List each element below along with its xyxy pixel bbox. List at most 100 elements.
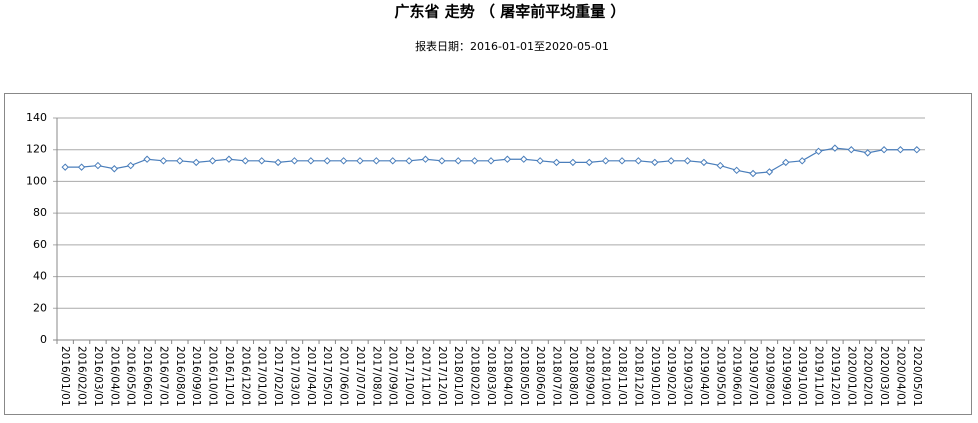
x-tick-label: 2017/02/01 (272, 346, 284, 407)
x-tick-label: 2018/04/01 (501, 346, 513, 407)
data-point (520, 155, 528, 163)
data-point (372, 157, 381, 165)
x-tick-label: 2018/08/01 (567, 346, 579, 407)
data-point (634, 157, 643, 165)
x-tick-label: 2016/09/01 (190, 346, 202, 407)
data-point (618, 157, 626, 165)
data-point (503, 155, 512, 163)
data-point (258, 157, 266, 165)
data-point (700, 158, 708, 167)
data-point (782, 158, 790, 167)
x-tick-label: 2019/10/01 (796, 346, 808, 407)
x-tick-label: 2016/10/01 (207, 346, 219, 407)
x-tick-label: 2019/04/01 (698, 346, 710, 407)
data-point (94, 161, 102, 170)
y-tick-label: 140 (26, 111, 47, 124)
data-point (61, 163, 69, 171)
data-point (552, 158, 561, 167)
x-tick-label: 2018/09/01 (583, 346, 595, 407)
x-tick-label: 2020/05/01 (911, 346, 923, 407)
x-tick-label: 2019/03/01 (682, 346, 694, 407)
data-point (438, 157, 446, 165)
data-point (339, 157, 348, 165)
data-point (683, 157, 692, 165)
data-point (749, 169, 757, 178)
data-point (77, 163, 86, 171)
data-point (307, 157, 315, 165)
x-tick-label: 2019/05/01 (714, 346, 726, 407)
x-tick-label: 2017/09/01 (387, 346, 399, 407)
data-point (798, 157, 806, 165)
data-point (208, 157, 217, 165)
data-point (880, 146, 888, 154)
chart-frame (4, 93, 972, 415)
x-tick-label: 2019/02/01 (665, 346, 677, 407)
y-tick-label: 0 (40, 333, 47, 346)
data-point (765, 168, 774, 176)
data-point (863, 149, 872, 157)
x-tick-label: 2017/11/01 (419, 346, 431, 407)
y-tick-label: 100 (26, 174, 47, 187)
data-point (585, 158, 593, 167)
x-tick-label: 2019/01/01 (649, 346, 661, 407)
data-point (454, 157, 462, 165)
data-point (651, 158, 659, 167)
y-tick-label: 80 (33, 206, 47, 219)
chart-subtitle: 报表日期：2016-01-01至2020-05-01 (415, 39, 609, 53)
data-point (569, 158, 577, 167)
x-tick-label: 2016/12/01 (239, 346, 251, 407)
data-point (536, 157, 544, 165)
x-tick-label: 2016/03/01 (92, 346, 104, 407)
x-tick-label: 2018/07/01 (551, 346, 563, 407)
x-tick-label: 2018/05/01 (518, 346, 530, 407)
y-tick-label: 120 (26, 143, 47, 156)
data-point (241, 157, 250, 165)
x-tick-label: 2016/06/01 (141, 346, 153, 407)
x-tick-label: 2020/03/01 (878, 346, 890, 407)
data-point (896, 146, 905, 154)
x-tick-label: 2016/08/01 (174, 346, 186, 407)
x-tick-label: 2018/12/01 (632, 346, 644, 407)
x-tick-label: 2017/07/01 (354, 346, 366, 407)
y-tick-label: 60 (33, 238, 47, 251)
data-point (716, 161, 724, 170)
data-point (732, 166, 741, 175)
data-point (421, 155, 430, 163)
x-tick-label: 2018/01/01 (452, 346, 464, 407)
x-tick-label: 2017/05/01 (321, 346, 333, 407)
data-point (110, 165, 119, 173)
chart-title: 广东省 走势 （ 屠宰前平均重量 ） (395, 3, 626, 21)
x-tick-label: 2018/02/01 (469, 346, 481, 407)
x-tick-label: 2018/03/01 (485, 346, 497, 407)
x-tick-label: 2018/10/01 (600, 346, 612, 407)
x-tick-label: 2017/03/01 (288, 346, 300, 407)
data-point (126, 161, 135, 170)
x-tick-label: 2020/04/01 (894, 346, 906, 407)
x-tick-label: 2016/07/01 (157, 346, 169, 407)
data-point (323, 157, 331, 165)
x-tick-label: 2019/07/01 (747, 346, 759, 407)
x-tick-label: 2017/01/01 (256, 346, 268, 407)
x-tick-label: 2019/09/01 (780, 346, 792, 407)
data-point (487, 157, 495, 165)
data-point (831, 144, 839, 152)
data-point (405, 157, 413, 165)
x-tick-label: 2016/11/01 (223, 346, 235, 407)
y-tick-label: 20 (33, 301, 47, 314)
y-tick-label: 40 (33, 270, 47, 283)
x-tick-label: 2019/11/01 (813, 346, 825, 407)
data-point (389, 157, 397, 165)
data-point (667, 157, 675, 165)
data-point (470, 157, 479, 165)
data-point (814, 147, 823, 156)
x-tick-label: 2019/12/01 (829, 346, 841, 407)
x-tick-label: 2020/01/01 (845, 346, 857, 407)
data-point (192, 158, 200, 167)
data-point (847, 146, 856, 154)
x-tick-label: 2018/11/01 (616, 346, 628, 407)
x-tick-label: 2017/08/01 (370, 346, 382, 407)
data-point (601, 157, 610, 165)
x-tick-label: 2017/12/01 (436, 346, 448, 407)
data-point (913, 146, 921, 154)
